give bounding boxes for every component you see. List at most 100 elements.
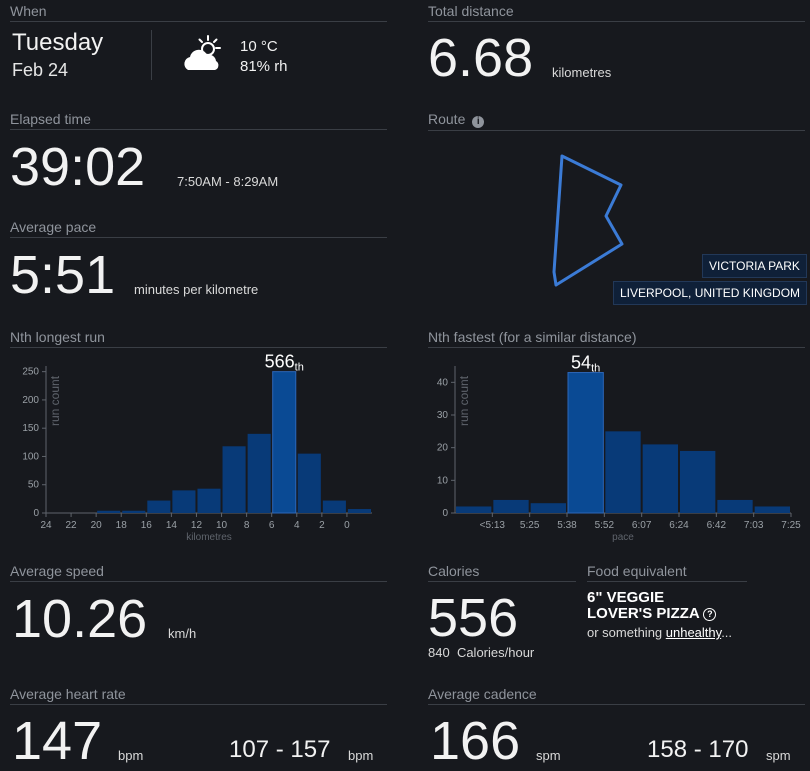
- info-icon[interactable]: i: [472, 116, 485, 128]
- bar: [222, 446, 246, 513]
- bar: [197, 488, 221, 513]
- bar: [147, 500, 171, 513]
- bar: [172, 490, 196, 513]
- nth-fastest-label: Nth fastest (for a similar distance): [428, 329, 805, 348]
- y-tick-label: 0: [442, 508, 448, 519]
- x-tick-label: 14: [166, 520, 178, 531]
- x-tick-label: 6:24: [669, 520, 689, 531]
- average-pace-unit: minutes per kilometre: [134, 282, 259, 297]
- bar: [642, 444, 678, 513]
- bar: [680, 450, 716, 513]
- location-tag: LIVERPOOL, UNITED KINGDOM: [613, 281, 808, 305]
- x-tick-label: 6:42: [707, 520, 727, 531]
- partly-cloudy-icon: [180, 34, 228, 74]
- nth-longest-label: Nth longest run: [10, 329, 387, 348]
- x-tick-label: <5:13: [480, 520, 506, 531]
- average-speed-value: 10.26: [12, 589, 148, 649]
- x-tick-label: 12: [191, 520, 203, 531]
- bar: [456, 506, 492, 513]
- bar: [605, 431, 641, 513]
- bar: [567, 372, 604, 514]
- y-tick-label: 200: [22, 395, 39, 406]
- total-distance-value: 6.68: [428, 28, 534, 88]
- x-tick-label: 22: [66, 520, 78, 531]
- x-tick-label: 7:25: [781, 520, 801, 531]
- bar: [272, 371, 297, 514]
- cadence-unit: spm: [536, 748, 561, 763]
- bar: [347, 509, 371, 513]
- heart-rate-range: 107 - 157: [229, 736, 331, 763]
- x-tick-label: 6:07: [632, 520, 652, 531]
- x-tick-label: 5:52: [595, 520, 615, 531]
- x-tick-label: 6: [269, 520, 275, 531]
- heart-rate-label: Average heart rate: [10, 686, 387, 705]
- bar: [322, 500, 346, 513]
- nth-fastest-chart: 0 10 20 30 40 run count <5:13 5:25 5:38 5:52 6:07 6…: [437, 353, 801, 543]
- calories-rate-value: 840: [428, 645, 450, 660]
- x-tick-label: 16: [141, 520, 153, 531]
- bar: [493, 499, 529, 513]
- x-tick-label: 18: [116, 520, 128, 531]
- x-tick-label: 8: [244, 520, 250, 531]
- x-tick-label: 24: [40, 520, 52, 531]
- y-tick-label: 10: [437, 475, 449, 486]
- cadence-range: 158 - 170: [647, 736, 749, 763]
- y-axis-title: run count: [457, 375, 471, 426]
- y-tick-label: 30: [437, 410, 449, 421]
- food-line3: or something unhealthy...: [587, 625, 732, 640]
- rank-number: 566: [265, 352, 295, 372]
- food-line3-pre: or something: [587, 625, 666, 640]
- x-axis-title: pace: [612, 532, 634, 543]
- bar: [122, 510, 146, 513]
- route-map[interactable]: [540, 148, 640, 293]
- route-label: Route i: [428, 111, 805, 131]
- unhealthy-link[interactable]: unhealthy: [665, 625, 722, 640]
- route-title: Route: [428, 111, 466, 127]
- total-distance-label: Total distance: [428, 3, 805, 22]
- food-line2-text: LOVER'S PIZZA: [587, 605, 700, 622]
- bar: [97, 510, 121, 513]
- food-line1: 6" VEGGIE: [587, 589, 665, 606]
- y-tick-label: 100: [22, 451, 39, 462]
- cadence-label: Average cadence: [428, 686, 805, 705]
- bar: [297, 453, 321, 513]
- date: Feb 24: [12, 60, 69, 80]
- y-tick-label: 150: [22, 423, 39, 434]
- y-tick-label: 40: [437, 377, 449, 388]
- average-pace-value: 5:51: [10, 245, 116, 305]
- x-tick-label: 5:25: [520, 520, 540, 531]
- calories-value: 556: [428, 588, 519, 648]
- rank-suffix: th: [295, 362, 304, 374]
- y-tick-label: 20: [437, 443, 449, 454]
- bar: [717, 499, 753, 513]
- day-name: Tuesday: [12, 29, 104, 56]
- rank-suffix: th: [591, 363, 600, 375]
- question-icon[interactable]: ?: [703, 608, 717, 621]
- y-tick-label: 50: [28, 480, 40, 491]
- elapsed-time-value: 39:02: [10, 137, 146, 197]
- total-distance-unit: kilometres: [552, 65, 612, 80]
- when-divider: [151, 30, 152, 80]
- elapsed-time-range: 7:50AM - 8:29AM: [177, 174, 279, 189]
- place-tag: VICTORIA PARK: [702, 254, 807, 278]
- x-tick-label: 2: [319, 520, 325, 531]
- x-tick-label: 4: [294, 520, 300, 531]
- food-line3-post: ...: [721, 625, 733, 640]
- calories-rate: 840 Calories/hour: [428, 645, 534, 660]
- x-tick-label: 20: [91, 520, 103, 531]
- average-pace-label: Average pace: [10, 219, 387, 238]
- humidity: 81% rh: [240, 58, 288, 75]
- y-tick-label: 0: [33, 508, 39, 519]
- x-tick-label: 10: [216, 520, 228, 531]
- x-tick-label: 7:03: [744, 520, 764, 531]
- calories-rate-unit: Calories/hour: [456, 645, 535, 660]
- heart-rate-range-unit: bpm: [348, 748, 374, 763]
- food-line2: LOVER'S PIZZA ?: [587, 605, 717, 622]
- elapsed-time-label: Elapsed time: [10, 111, 387, 130]
- bar: [247, 433, 271, 513]
- cadence-range-unit: spm: [766, 748, 791, 763]
- rank-label: 566th: [265, 352, 304, 374]
- when-label: When: [10, 3, 387, 22]
- heart-rate-unit: bpm: [118, 748, 144, 763]
